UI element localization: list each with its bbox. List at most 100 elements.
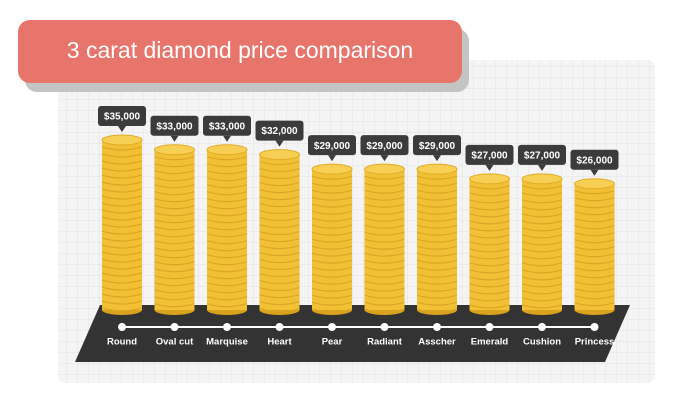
coin-top [154,144,195,156]
coin-edge [101,181,143,186]
coin-edge [311,259,353,264]
coin-edge [469,297,510,302]
coin-edge [311,287,353,292]
coin-edge [416,203,458,208]
coin-edge [101,251,143,256]
coin-edge [101,223,143,228]
coin-top [574,178,615,190]
coin-edge [574,260,615,265]
coin-edge [206,170,248,175]
value-label: $33,000 [209,121,246,132]
coin-edge [416,182,458,187]
coin-edge [521,185,563,190]
coin-edge [574,190,615,195]
coin-edge [416,224,458,229]
coin-edge [154,184,195,189]
coin-edge [154,170,195,175]
coin-top [416,163,458,175]
chart-title: 3 carat diamond price comparison [67,37,413,63]
coin-edge [206,212,248,217]
coin-edge [259,286,300,292]
coin-edge [154,163,195,168]
coin-edge [469,262,510,267]
coin-edge [469,255,510,260]
value-label-box [518,144,566,165]
coin-edge [259,258,300,264]
coin-edge [311,301,353,306]
axis-dot [118,323,126,331]
coin-edge [574,204,615,209]
coin-edge [206,303,248,308]
coin-edge [154,205,195,210]
value-label-box [98,106,146,126]
coin-edge [416,266,458,271]
coin-edge [101,272,143,277]
axis-dot [170,323,179,331]
coin-edge [521,241,563,246]
x-tick-label: Emerald [471,337,509,348]
coin-edge [574,246,615,251]
coin-edge [364,196,405,201]
coin-edge [311,189,353,194]
coin-edge [416,210,458,215]
coin-top [206,144,248,156]
coin-edge [521,297,563,302]
axis-dot [380,323,389,331]
coin-edge [574,302,615,307]
coin-edge [101,286,143,291]
coin-edge [311,266,353,271]
coin-edge [259,244,300,250]
value-label-box [255,120,304,141]
value-label: $29,000 [314,141,351,152]
coin-edge [259,174,300,180]
coin-edge [101,174,143,179]
coin-edge [259,181,300,187]
axis-dot [485,323,494,331]
coin-edge [574,281,615,286]
value-label-pointer [485,164,494,171]
coin-edge [364,273,405,278]
coin-edge [364,308,405,313]
coin-edge [521,290,563,295]
coin-edge [416,301,458,306]
coin-edge [206,184,248,189]
coin-edge [311,175,353,180]
coin-edge [101,195,143,200]
coin-edge [521,213,563,218]
coin-edge [154,219,195,224]
coin-edge [574,232,615,237]
coin-edge [574,288,615,293]
coin-edge [521,276,563,281]
coin-edge [416,196,458,201]
coin-edge [521,234,563,239]
axis-dot [590,323,599,331]
coin-edge [206,254,248,259]
coin-top [364,163,405,175]
coin-edge [101,202,143,207]
coin-edge [154,212,195,217]
coin-edge [364,252,405,257]
coin-edge [206,289,248,294]
coin-edge [311,224,353,229]
coin-edge [416,259,458,264]
x-tick-label: Oval cut [156,337,194,348]
coin-top [311,163,353,175]
coin-edge [469,269,510,274]
coin-edge [259,209,300,215]
coin-edge [259,223,300,229]
value-label-pointer [590,169,599,176]
coin-edge [364,224,405,229]
coin-edge [154,289,195,294]
coin-edge [364,175,405,180]
coin-edge [101,293,143,298]
x-tick-label: Round [107,337,137,348]
coin-edge [311,308,353,313]
coin-edge [311,294,353,299]
title-banner [18,20,462,83]
bar [259,154,300,310]
coin-edge [469,234,510,239]
coin-edge [574,309,615,314]
coin-edge [154,198,195,203]
coin-edge [311,217,353,222]
coin-edge [469,241,510,246]
